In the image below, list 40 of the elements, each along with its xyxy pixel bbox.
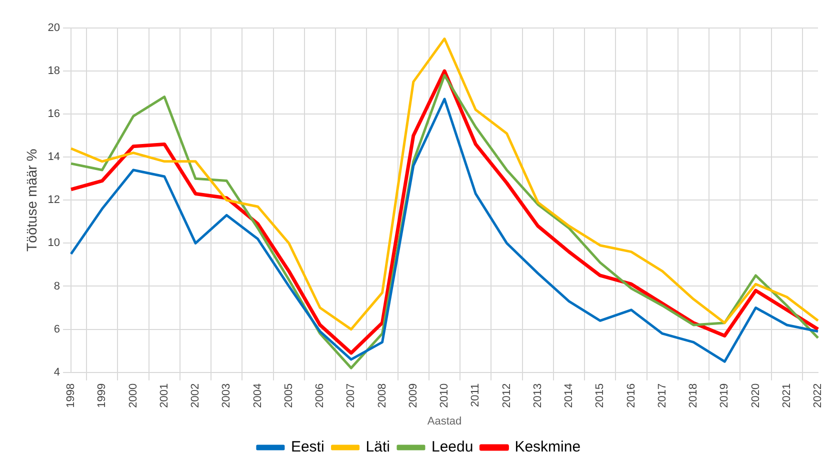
y-tick-label: 12	[48, 194, 60, 206]
y-tick-label: 10	[48, 237, 60, 250]
x-tick-label: 2004	[252, 383, 264, 408]
legend-label: Keskmine	[514, 438, 581, 456]
y-tick-label: 18	[48, 65, 60, 78]
legend-label: Leedu	[431, 438, 474, 456]
x-tick-label: 1998	[65, 383, 78, 408]
y-tick-label: 8	[54, 280, 60, 292]
legend-label: Eesti	[290, 438, 324, 456]
x-tick-label: 2007	[345, 383, 358, 408]
y-tick-label: 20	[48, 22, 60, 34]
x-tick-label: 2006	[314, 383, 326, 408]
x-tick-label: 2018	[688, 383, 700, 408]
x-tick-label: 2003	[220, 383, 233, 408]
x-tick-label: 2010	[438, 383, 451, 408]
x-tick-label: 1999	[96, 383, 108, 408]
x-tick-label: 2002	[190, 383, 202, 408]
y-tick-label: 14	[48, 151, 60, 164]
legend-label: Läti	[366, 438, 390, 456]
x-tick-label: 2021	[780, 383, 793, 408]
x-tick-label: 2009	[407, 383, 420, 408]
x-axis-title: Aastad	[427, 415, 462, 428]
x-tick-label: 2019	[718, 383, 731, 408]
x-tick-label: 2015	[594, 383, 606, 408]
x-tick-label: 2005	[282, 383, 295, 408]
x-tick-label: 2001	[158, 383, 170, 408]
x-tick-label: 2017	[656, 383, 668, 408]
x-tick-label: 2012	[500, 383, 513, 408]
x-tick-label: 2016	[625, 383, 638, 408]
x-tick-label: 2013	[532, 383, 544, 408]
y-tick-label: 4	[54, 366, 60, 378]
x-tick-label: 2020	[750, 383, 762, 408]
x-tick-label: 2014	[563, 383, 576, 408]
y-axis-title: Töötuse määr %	[23, 148, 40, 252]
x-tick-label: 2011	[470, 383, 482, 407]
x-tick-label: 2022	[812, 383, 824, 408]
x-tick-label: 2008	[376, 383, 388, 408]
y-tick-label: 16	[48, 108, 60, 120]
y-tick-label: 6	[54, 323, 60, 336]
x-tick-label: 2000	[127, 383, 140, 408]
